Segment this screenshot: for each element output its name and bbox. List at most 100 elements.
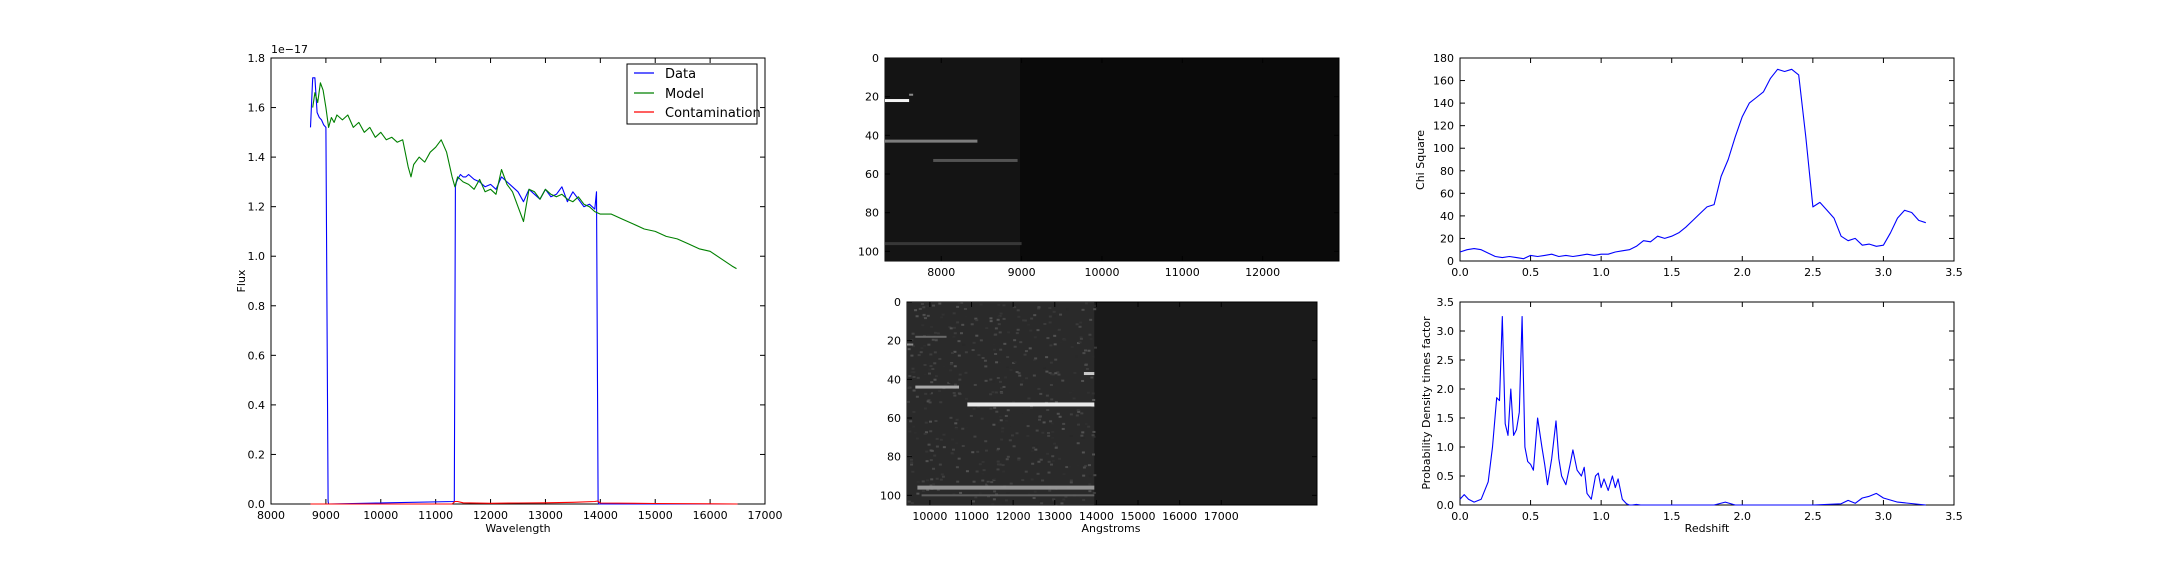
- image-bottom-noise-pixel: [930, 381, 934, 384]
- image-bottom-noise-pixel: [1085, 367, 1089, 370]
- image-bottom-noise-pixel: [928, 368, 932, 371]
- image-bottom-noise-pixel: [930, 325, 934, 328]
- spectrum-line-contamination: [310, 500, 738, 505]
- chi-square-x-tick-label: 1.5: [1663, 266, 1681, 279]
- spectrum-y-tick-label: 0.6: [248, 349, 266, 362]
- image-top-streak: [885, 99, 910, 103]
- chi-square-y-tick-label: 160: [1433, 75, 1454, 88]
- image-bottom-noise-pixel: [996, 449, 1000, 452]
- image-bottom-x-tick-label: 10000: [912, 510, 947, 523]
- image-bottom-noise-pixel: [1062, 422, 1066, 425]
- image-bottom-noise-pixel: [932, 483, 936, 486]
- spectrum-x-axis-label: Wavelength: [485, 522, 550, 535]
- image-bottom-noise-pixel: [933, 362, 937, 365]
- image-bottom-noise-pixel: [1088, 490, 1092, 493]
- image-bottom-noise-pixel: [975, 470, 979, 473]
- image-bottom-noise-pixel: [952, 391, 956, 394]
- image-bottom-noise-pixel: [990, 481, 994, 484]
- image-bottom-x-tick-label: 17000: [1204, 510, 1239, 523]
- image-bottom-noise-pixel: [948, 381, 952, 384]
- image-bottom-x-tick-label: 11000: [954, 510, 989, 523]
- image-bottom-noise-pixel: [956, 480, 960, 483]
- image-bottom-noise-pixel: [957, 392, 961, 395]
- image-bottom-noise-pixel: [1091, 434, 1095, 437]
- image-bottom-noise-pixel: [1017, 458, 1021, 461]
- image-bottom-noise-pixel: [1000, 391, 1004, 394]
- image-bottom-noise-pixel: [957, 354, 961, 357]
- image-bottom-noise-pixel: [985, 327, 989, 330]
- image-bottom-noise-pixel: [1024, 470, 1028, 473]
- image-bottom-noise-pixel: [973, 383, 977, 386]
- spectrum-y-tick-label: 0.2: [248, 448, 266, 461]
- image-bottom-noise-pixel: [1048, 321, 1052, 324]
- spectrum-x-tick-label: 15000: [638, 509, 673, 522]
- image-bottom-noise-pixel: [1050, 422, 1054, 425]
- image-bottom-noise-pixel: [1053, 314, 1057, 317]
- image-bottom-noise-pixel: [994, 333, 998, 336]
- image-bottom-noise-pixel: [1075, 414, 1079, 417]
- image-bottom-noise-pixel: [1004, 499, 1008, 502]
- image-bottom-noise-pixel: [1003, 342, 1007, 345]
- image-bottom-noise-pixel: [984, 449, 988, 452]
- image-bottom-noise-pixel: [996, 463, 1000, 466]
- chi-square-x-tick-label: 3.5: [1945, 266, 1963, 279]
- image-bottom-streak: [915, 335, 947, 338]
- image-bottom-noise-pixel: [955, 442, 959, 445]
- image-top-streak: [885, 242, 1022, 246]
- image-bottom-noise-pixel: [971, 349, 975, 352]
- image-bottom-noise-pixel: [929, 459, 933, 462]
- spectrum-y-tick-label: 1.0: [248, 250, 266, 263]
- spectrum-y-tick-label: 0.0: [248, 498, 266, 511]
- image-bottom-noise-pixel: [1038, 457, 1042, 460]
- image-bottom-noise-pixel: [1076, 464, 1080, 467]
- image-bottom-noise-pixel: [911, 367, 915, 370]
- image-bottom-noise-pixel: [927, 399, 931, 402]
- chi-square-y-tick-label: 60: [1440, 187, 1454, 200]
- image-bottom-noise-pixel: [1013, 345, 1017, 348]
- chi-square-x-tick-label: 0.5: [1522, 266, 1540, 279]
- image-top-x-tick-label: 8000: [927, 266, 955, 279]
- image-bottom-noise-pixel: [1060, 502, 1064, 505]
- spectrum-y-tick-label: 1.2: [248, 201, 266, 214]
- image-bottom-noise-pixel: [982, 469, 986, 472]
- image-bottom-noise-pixel: [1016, 328, 1020, 331]
- image-bottom-noise-pixel: [909, 458, 913, 461]
- image-bottom-noise-pixel: [989, 407, 993, 410]
- image-bottom-noise-pixel: [929, 353, 933, 356]
- image-bottom-noise-pixel: [1094, 304, 1098, 307]
- image-bottom-streak: [967, 402, 1095, 407]
- image-bottom-noise-pixel: [998, 463, 1002, 466]
- image-bottom-noise-pixel: [1042, 366, 1046, 369]
- image-bottom-noise-pixel: [955, 418, 959, 421]
- image-bottom-noise-pixel: [964, 371, 968, 374]
- image-bottom-noise-pixel: [923, 432, 927, 435]
- image-bottom-noise-pixel: [1077, 342, 1081, 345]
- image-top-y-tick-label: 0: [872, 52, 879, 65]
- image-bottom-noise-pixel: [1047, 434, 1051, 437]
- image-bottom-noise-pixel: [1025, 377, 1029, 380]
- image-bottom-noise-pixel: [1093, 474, 1097, 477]
- image-bottom-noise-pixel: [1084, 363, 1088, 366]
- image-bottom-noise-pixel: [985, 483, 989, 486]
- image-bottom-noise-pixel: [992, 479, 996, 482]
- image-bottom-noise-pixel: [1081, 451, 1085, 454]
- image-bottom-noise-pixel: [921, 480, 925, 483]
- image-bottom-noise-pixel: [1075, 323, 1079, 326]
- image-bottom-noise-pixel: [991, 380, 995, 383]
- image-bottom-noise-pixel: [1049, 420, 1053, 423]
- image-bottom-noise-pixel: [938, 302, 942, 305]
- image-bottom-noise-pixel: [935, 477, 939, 480]
- image-bottom-noise-pixel: [964, 315, 968, 318]
- image-bottom-noise-pixel: [968, 307, 972, 310]
- image-bottom-noise-pixel: [955, 466, 959, 469]
- image-bottom-noise-pixel: [1017, 372, 1021, 375]
- image-bottom-noise-pixel: [1048, 371, 1052, 374]
- image-bottom-noise-pixel: [1041, 479, 1045, 482]
- image-bottom-noise-pixel: [910, 371, 914, 374]
- image-bottom-noise-pixel: [910, 354, 914, 357]
- image-top-streak: [909, 93, 914, 96]
- image-bottom-noise-pixel: [992, 348, 996, 351]
- chi-square-plot: Chi Square 0.0 0.5 1.0 1.5 2.0 2.5 3.0 3.5 0 20 40…: [1414, 52, 1963, 279]
- pdf-axes-frame: [1459, 301, 1955, 506]
- image-bottom-noise-pixel: [1004, 414, 1008, 417]
